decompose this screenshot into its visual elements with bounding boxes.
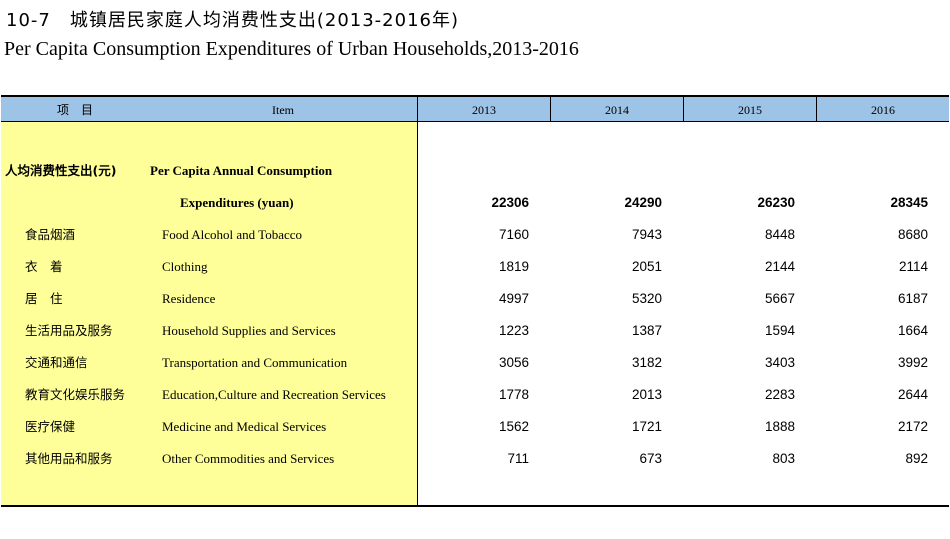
row-value-2014: 7943	[631, 227, 662, 242]
row-value-2015: 2283	[764, 387, 795, 402]
total-value-2014: 24290	[624, 195, 662, 210]
row-value-2016: 2114	[898, 259, 928, 274]
row-value-2015: 1594	[764, 323, 795, 338]
total-value-2015: 26230	[757, 195, 795, 210]
table-bottom-rule	[1, 505, 949, 507]
total-label-en-line2: Expenditures (yuan)	[180, 195, 294, 210]
total-label-cn: 人均消费性支出(元)	[5, 163, 117, 178]
row-value-2013: 4997	[498, 291, 529, 306]
table-row: 生活用品及服务 Household Supplies and Services …	[1, 315, 949, 347]
row-value-2015: 5667	[764, 291, 795, 306]
table-row: 其他用品和服务 Other Commodities and Services 7…	[1, 443, 949, 475]
row-value-2016: 2644	[897, 387, 928, 402]
header-divider	[816, 97, 817, 122]
row-value-2016: 3992	[897, 355, 928, 370]
header-divider	[417, 97, 418, 122]
row-label-cn: 食品烟酒	[25, 227, 76, 242]
total-label-en-line1: Per Capita Annual Consumption	[150, 163, 333, 178]
row-value-2013: 3056	[498, 355, 529, 370]
row-value-2016: 8680	[897, 227, 928, 242]
title-chinese: 10-7 城镇居民家庭人均消费性支出(2013-2016年)	[6, 10, 460, 31]
item-column-background	[1, 122, 417, 505]
row-label-cn: 教育文化娱乐服务	[25, 387, 126, 402]
header-divider	[683, 97, 684, 122]
total-row-values: Expenditures (yuan) 22306 24290 26230 28…	[1, 187, 949, 219]
row-label-en: Food Alcohol and Tobacco	[162, 227, 303, 242]
row-value-2016: 6187	[897, 291, 928, 306]
row-label-cn: 医疗保健	[25, 419, 76, 434]
row-value-2013: 711	[507, 451, 529, 466]
row-value-2014: 5320	[631, 291, 662, 306]
header-year-2014: 2014	[605, 103, 629, 117]
table-row: 交通和通信 Transportation and Communication 3…	[1, 347, 949, 379]
row-value-2015: 8448	[764, 227, 795, 242]
table-row: 衣 着 Clothing 1819 2051 2144 2114	[1, 251, 949, 283]
header-item-cn: 项 目	[56, 103, 93, 117]
row-value-2015: 1888	[764, 419, 795, 434]
row-value-2013: 1819	[498, 259, 529, 274]
row-value-2014: 2013	[631, 387, 662, 402]
row-value-2014: 2051	[631, 259, 662, 274]
row-value-2016: 892	[905, 451, 928, 466]
total-row: 人均消费性支出(元) Per Capita Annual Consumption	[1, 155, 949, 187]
row-label-en: Household Supplies and Services	[162, 323, 336, 338]
row-value-2014: 673	[639, 451, 662, 466]
header-year-2015: 2015	[738, 103, 762, 117]
row-label-en: Residence	[162, 291, 216, 306]
row-value-2015: 3403	[764, 355, 795, 370]
row-label-cn: 衣 着	[25, 259, 63, 274]
row-label-cn: 其他用品和服务	[25, 451, 113, 466]
row-value-2013: 1562	[498, 419, 529, 434]
table-row: 居 住 Residence 4997 5320 5667 6187	[1, 283, 949, 315]
header-year-2013: 2013	[472, 103, 496, 117]
table-row: 教育文化娱乐服务 Education,Culture and Recreatio…	[1, 379, 949, 411]
row-label-cn: 居 住	[25, 291, 63, 306]
row-value-2013: 1778	[498, 387, 529, 402]
column-divider	[417, 122, 418, 505]
row-label-en: Clothing	[162, 259, 208, 274]
row-label-en: Other Commodities and Services	[162, 451, 335, 466]
row-label-cn: 生活用品及服务	[25, 323, 113, 338]
total-value-2013: 22306	[491, 195, 529, 210]
table-header: 项 目 Item 2013 2014 2015 2016	[1, 95, 949, 122]
row-label-en: Medicine and Medical Services	[162, 419, 327, 434]
row-label-en: Transportation and Communication	[162, 355, 348, 370]
data-table: 项 目 Item 2013 2014 2015 2016 人均消费性支出(元) …	[1, 95, 949, 507]
row-value-2015: 803	[772, 451, 795, 466]
table-row: 食品烟酒 Food Alcohol and Tobacco 7160 7943 …	[1, 219, 949, 251]
row-value-2014: 1721	[631, 419, 662, 434]
total-value-2016: 28345	[890, 195, 928, 210]
row-label-cn: 交通和通信	[25, 355, 88, 370]
table-row: 医疗保健 Medicine and Medical Services 1562 …	[1, 411, 949, 443]
row-value-2016: 1664	[897, 323, 928, 338]
row-value-2014: 3182	[631, 355, 662, 370]
row-value-2016: 2172	[897, 419, 928, 434]
header-divider	[550, 97, 551, 122]
row-value-2014: 1387	[631, 323, 662, 338]
row-label-en: Education,Culture and Recreation Service…	[162, 387, 386, 402]
row-value-2013: 1223	[498, 323, 529, 338]
row-value-2015: 2144	[764, 259, 795, 274]
header-year-2016: 2016	[871, 103, 895, 117]
header-item-en: Item	[272, 103, 294, 117]
row-value-2013: 7160	[498, 227, 529, 242]
title-english: Per Capita Consumption Expenditures of U…	[4, 38, 579, 60]
